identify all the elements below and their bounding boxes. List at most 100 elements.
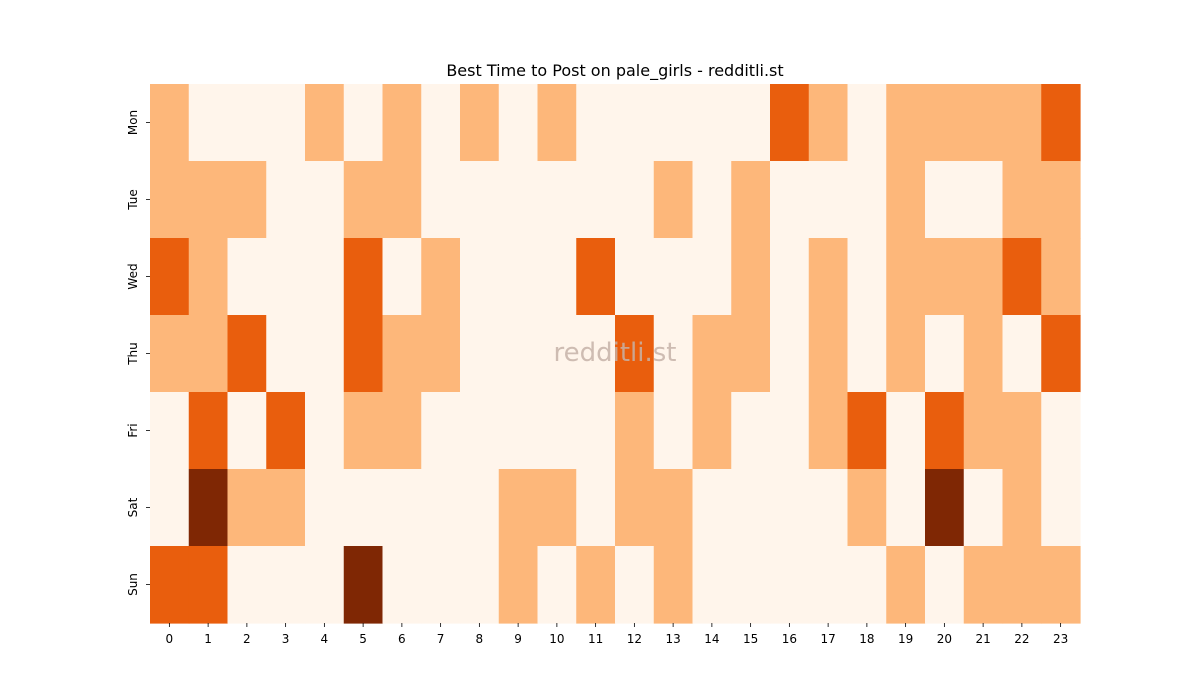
heatmap-cells bbox=[150, 84, 1081, 624]
heatmap-cell-mon-21 bbox=[963, 84, 1004, 162]
heatmap-cell-tue-8 bbox=[460, 161, 500, 239]
heatmap-cell-sat-23 bbox=[1041, 469, 1081, 547]
heatmap-cell-fri-14 bbox=[692, 392, 732, 470]
heatmap-cell-sun-21 bbox=[963, 546, 1004, 624]
y-tick-label: Mon bbox=[126, 110, 140, 135]
heatmap-cell-mon-11 bbox=[576, 84, 616, 162]
heatmap-cell-thu-11 bbox=[576, 315, 616, 393]
heatmap-cell-sat-20 bbox=[925, 469, 965, 547]
heatmap-cell-mon-20 bbox=[925, 84, 965, 162]
heatmap-cell-tue-17 bbox=[808, 161, 849, 239]
x-tick-label: 19 bbox=[898, 632, 913, 646]
x-tick-label: 3 bbox=[282, 632, 290, 646]
heatmap-cell-sat-11 bbox=[576, 469, 616, 547]
heatmap-cell-sun-6 bbox=[382, 546, 422, 624]
heatmap-cell-thu-0 bbox=[150, 315, 190, 393]
heatmap-cell-wed-13 bbox=[653, 238, 694, 316]
x-tick-label: 20 bbox=[937, 632, 952, 646]
heatmap-cell-sat-8 bbox=[460, 469, 500, 547]
heatmap-cell-fri-15 bbox=[731, 392, 771, 470]
heatmap-cell-mon-6 bbox=[382, 84, 422, 162]
heatmap-cell-sun-0 bbox=[150, 546, 190, 624]
heatmap-cell-mon-2 bbox=[227, 84, 267, 162]
heatmap-cell-mon-23 bbox=[1041, 84, 1081, 162]
heatmap-cell-wed-7 bbox=[421, 238, 461, 316]
heatmap-cell-mon-1 bbox=[188, 84, 229, 162]
heatmap-cell-sat-14 bbox=[692, 469, 732, 547]
x-tick-label: 5 bbox=[359, 632, 367, 646]
heatmap-cell-mon-14 bbox=[692, 84, 732, 162]
heatmap-cell-sat-1 bbox=[188, 469, 229, 547]
heatmap-cell-tue-1 bbox=[188, 161, 229, 239]
heatmap-cell-sun-12 bbox=[615, 546, 655, 624]
y-tick-label: Sun bbox=[126, 573, 140, 596]
heatmap-cell-thu-2 bbox=[227, 315, 267, 393]
x-tick-label: 2 bbox=[243, 632, 251, 646]
heatmap-cell-thu-9 bbox=[498, 315, 539, 393]
heatmap-cell-wed-23 bbox=[1041, 238, 1081, 316]
heatmap-cell-thu-5 bbox=[343, 315, 384, 393]
heatmap-cell-tue-11 bbox=[576, 161, 616, 239]
heatmap-cell-thu-7 bbox=[421, 315, 461, 393]
heatmap-cell-thu-16 bbox=[770, 315, 810, 393]
heatmap-cell-mon-7 bbox=[421, 84, 461, 162]
heatmap-cell-tue-22 bbox=[1002, 161, 1042, 239]
x-tick-label: 10 bbox=[549, 632, 564, 646]
heatmap-cell-sun-11 bbox=[576, 546, 616, 624]
heatmap-cell-sat-18 bbox=[847, 469, 887, 547]
heatmap-cell-sun-23 bbox=[1041, 546, 1081, 624]
x-tick-label: 18 bbox=[859, 632, 874, 646]
heatmap-cell-fri-12 bbox=[615, 392, 655, 470]
x-tick-label: 7 bbox=[437, 632, 445, 646]
heatmap-cell-sat-15 bbox=[731, 469, 771, 547]
heatmap-cell-sat-9 bbox=[498, 469, 539, 547]
heatmap-cell-tue-4 bbox=[305, 161, 345, 239]
x-tick-label: 4 bbox=[321, 632, 329, 646]
heatmap-cell-wed-15 bbox=[731, 238, 771, 316]
x-tick-label: 6 bbox=[398, 632, 406, 646]
heatmap-cell-thu-15 bbox=[731, 315, 771, 393]
x-tick-label: 22 bbox=[1014, 632, 1029, 646]
heatmap-cell-wed-20 bbox=[925, 238, 965, 316]
heatmap-cell-mon-19 bbox=[886, 84, 926, 162]
heatmap-cell-fri-3 bbox=[266, 392, 306, 470]
heatmap-cell-mon-10 bbox=[537, 84, 577, 162]
heatmap-cell-fri-19 bbox=[886, 392, 926, 470]
heatmap-cell-tue-14 bbox=[692, 161, 732, 239]
heatmap-cell-tue-2 bbox=[227, 161, 267, 239]
heatmap-cell-tue-10 bbox=[537, 161, 577, 239]
y-tick-label: Wed bbox=[126, 263, 140, 289]
x-tick-label: 0 bbox=[166, 632, 174, 646]
y-tick-label: Tue bbox=[126, 189, 140, 211]
heatmap-cell-mon-9 bbox=[498, 84, 539, 162]
heatmap-cell-tue-16 bbox=[770, 161, 810, 239]
heatmap-cell-sun-20 bbox=[925, 546, 965, 624]
heatmap-cell-sat-7 bbox=[421, 469, 461, 547]
heatmap-cell-wed-16 bbox=[770, 238, 810, 316]
x-tick-label: 21 bbox=[975, 632, 990, 646]
heatmap-cell-sat-22 bbox=[1002, 469, 1042, 547]
heatmap-cell-sun-9 bbox=[498, 546, 539, 624]
heatmap-cell-fri-9 bbox=[498, 392, 539, 470]
heatmap-cell-fri-0 bbox=[150, 392, 190, 470]
heatmap-cell-mon-8 bbox=[460, 84, 500, 162]
heatmap-cell-tue-19 bbox=[886, 161, 926, 239]
heatmap-cell-fri-22 bbox=[1002, 392, 1042, 470]
x-tick-label: 16 bbox=[782, 632, 797, 646]
heatmap-cell-tue-6 bbox=[382, 161, 422, 239]
heatmap-cell-sat-17 bbox=[808, 469, 849, 547]
heatmap-cell-wed-8 bbox=[460, 238, 500, 316]
heatmap-cell-fri-23 bbox=[1041, 392, 1081, 470]
heatmap-cell-thu-19 bbox=[886, 315, 926, 393]
x-tick-label: 8 bbox=[476, 632, 484, 646]
heatmap-cell-tue-5 bbox=[343, 161, 384, 239]
x-tick-label: 14 bbox=[704, 632, 719, 646]
x-tick-label: 11 bbox=[588, 632, 603, 646]
heatmap-cell-wed-3 bbox=[266, 238, 306, 316]
heatmap-cell-wed-10 bbox=[537, 238, 577, 316]
heatmap-cell-thu-4 bbox=[305, 315, 345, 393]
heatmap-cell-fri-6 bbox=[382, 392, 422, 470]
heatmap-cell-wed-2 bbox=[227, 238, 267, 316]
heatmap-cell-mon-0 bbox=[150, 84, 190, 162]
heatmap-cell-mon-13 bbox=[653, 84, 694, 162]
